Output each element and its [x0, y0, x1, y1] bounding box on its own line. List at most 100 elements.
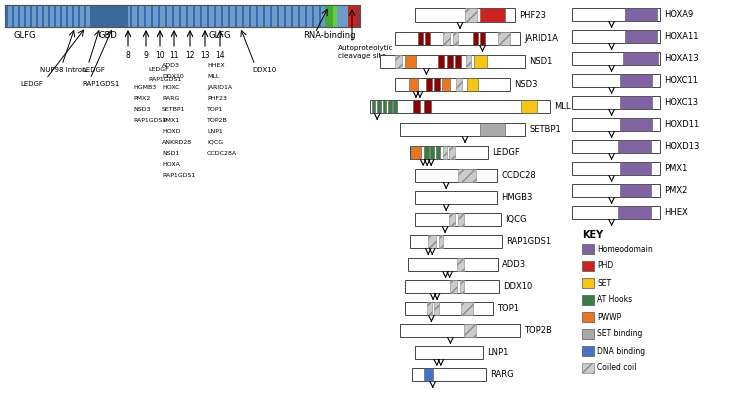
Bar: [458, 213, 464, 226]
Bar: [434, 78, 440, 91]
Text: TOP2B: TOP2B: [524, 326, 552, 335]
Bar: [621, 184, 651, 197]
Bar: [66, 5, 68, 27]
Bar: [572, 30, 660, 43]
Text: Homeodomain: Homeodomain: [597, 244, 653, 253]
Bar: [256, 5, 258, 27]
Bar: [442, 32, 450, 45]
Bar: [228, 5, 230, 27]
Text: 14: 14: [215, 51, 225, 60]
Bar: [72, 5, 74, 27]
Text: CCDC28: CCDC28: [501, 171, 536, 180]
Text: cleavage site: cleavage site: [338, 53, 386, 59]
Text: HOXC13: HOXC13: [664, 98, 698, 107]
Text: PHF23: PHF23: [519, 11, 546, 20]
Text: HOXA11: HOXA11: [664, 32, 698, 41]
Text: HGMB3: HGMB3: [133, 85, 156, 90]
Bar: [6, 5, 8, 27]
Bar: [24, 5, 26, 27]
Bar: [582, 278, 594, 288]
Bar: [624, 30, 657, 43]
Bar: [582, 261, 594, 271]
Bar: [388, 100, 391, 113]
Bar: [572, 140, 660, 153]
Bar: [405, 55, 416, 68]
Bar: [412, 368, 486, 381]
Bar: [249, 5, 251, 27]
Text: LEDGF: LEDGF: [82, 67, 105, 73]
Bar: [450, 213, 456, 226]
Text: PWWP: PWWP: [597, 312, 622, 321]
Text: 10: 10: [155, 51, 165, 60]
Bar: [370, 100, 550, 113]
Text: HHEX: HHEX: [207, 63, 225, 68]
Text: HMGB3: HMGB3: [501, 193, 533, 202]
Bar: [305, 5, 307, 27]
Bar: [394, 100, 397, 113]
Bar: [5, 5, 360, 27]
Bar: [54, 5, 56, 27]
Bar: [572, 74, 660, 87]
Bar: [263, 5, 265, 27]
Text: GLFG: GLFG: [208, 31, 232, 40]
Bar: [394, 55, 402, 68]
Bar: [415, 213, 501, 226]
Bar: [144, 5, 146, 27]
Bar: [456, 258, 464, 271]
Bar: [458, 169, 476, 182]
Bar: [465, 8, 477, 22]
Text: RNA-binding: RNA-binding: [303, 31, 356, 40]
Bar: [410, 235, 502, 248]
Bar: [462, 302, 473, 315]
Bar: [319, 5, 321, 27]
Bar: [480, 32, 485, 45]
Bar: [410, 146, 488, 159]
Text: ADD3: ADD3: [162, 63, 180, 68]
Text: NSD3: NSD3: [514, 80, 538, 89]
Bar: [84, 5, 86, 27]
Text: HOXD11: HOXD11: [664, 120, 699, 129]
Bar: [411, 146, 421, 159]
Bar: [380, 55, 525, 68]
Bar: [151, 5, 153, 27]
Bar: [456, 55, 461, 68]
Bar: [277, 5, 279, 27]
Text: KEY: KEY: [582, 230, 603, 240]
Text: AT Hooks: AT Hooks: [597, 296, 632, 305]
Bar: [456, 78, 462, 91]
Text: NSD3: NSD3: [133, 107, 150, 112]
Text: RAP1GDS1: RAP1GDS1: [82, 81, 120, 87]
Text: DDX10: DDX10: [252, 67, 276, 73]
Bar: [12, 5, 14, 27]
Bar: [18, 5, 20, 27]
Text: HHEX: HHEX: [664, 208, 688, 217]
Bar: [415, 346, 483, 359]
Bar: [521, 100, 537, 113]
Text: TOP1: TOP1: [207, 107, 223, 112]
Text: TOP1: TOP1: [497, 304, 519, 313]
Text: SETBP1: SETBP1: [162, 107, 185, 112]
Bar: [214, 5, 216, 27]
Text: 11: 11: [170, 51, 179, 60]
Bar: [42, 5, 44, 27]
Text: JARID1A: JARID1A: [207, 85, 232, 90]
Bar: [413, 100, 421, 113]
Text: ADD3: ADD3: [502, 260, 526, 269]
Text: NUP98 Intron: NUP98 Intron: [40, 67, 87, 73]
Text: HOXC11: HOXC11: [664, 76, 698, 85]
Text: RAP1GDS1: RAP1GDS1: [133, 118, 167, 123]
Text: LNP1: LNP1: [207, 129, 223, 134]
Bar: [377, 100, 381, 113]
Bar: [572, 206, 660, 219]
Bar: [382, 100, 386, 113]
Bar: [572, 162, 660, 175]
Bar: [179, 5, 181, 27]
Bar: [418, 32, 423, 45]
Bar: [291, 5, 293, 27]
Bar: [424, 368, 433, 381]
Bar: [284, 5, 286, 27]
Bar: [464, 324, 476, 337]
Text: RAP1GDS1: RAP1GDS1: [506, 237, 551, 246]
Bar: [425, 32, 430, 45]
Bar: [400, 324, 520, 337]
